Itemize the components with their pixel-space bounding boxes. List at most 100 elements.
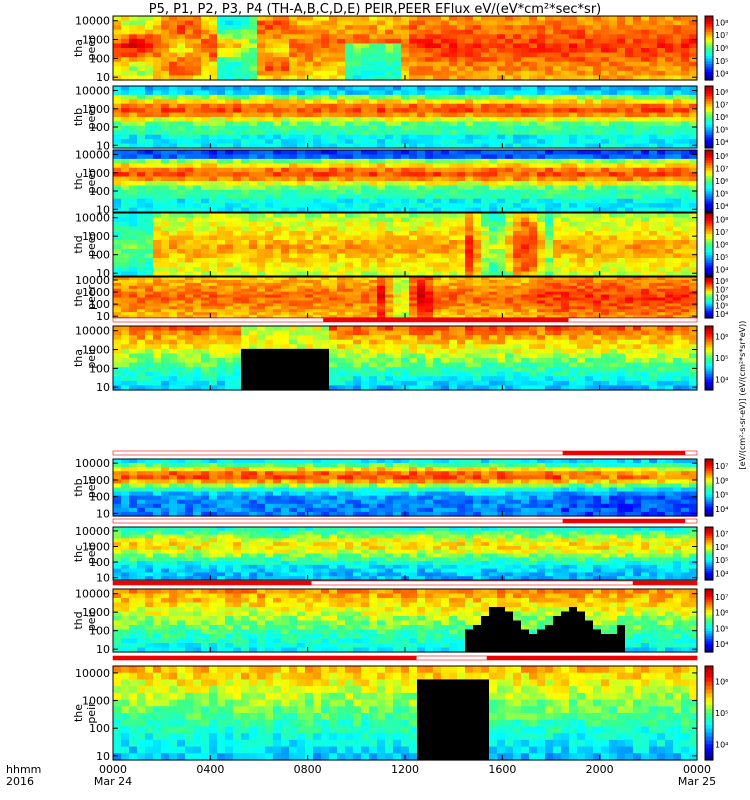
heatmap-cell [409,271,418,277]
heatmap-cell [297,213,306,219]
heatmap-cell [185,277,194,281]
heatmap-cell [649,226,658,232]
heatmap-cell [217,267,226,273]
heatmap-cell [593,253,602,259]
y-tick-label: 10 [96,71,110,84]
heatmap-cell [121,217,130,223]
heatmap-cell [145,240,154,246]
heatmap-cell [353,262,362,268]
heatmap-cell [153,198,162,204]
heatmap-cell [689,213,698,219]
heatmap-cell [449,134,458,140]
heatmap-cell [481,294,490,299]
heatmap-cell [369,309,378,313]
heatmap-cell [513,198,522,204]
heatmap-cell [321,288,330,293]
heatmap-cell [513,103,522,109]
heatmap-cell [297,222,306,228]
heatmap-cell [545,16,554,22]
heatmap-cell [233,163,242,169]
y-tick-label: 100 [89,121,110,134]
heatmap-cell [633,61,642,67]
heatmap-cell [369,86,378,92]
heatmap-cell [297,66,306,72]
heatmap-cell [217,16,226,22]
heatmap-cell [401,240,410,246]
heatmap-cell [193,300,202,304]
heatmap-cell [169,70,178,77]
y-tick-label: 100 [89,52,110,65]
heatmap-cell [161,312,170,316]
heatmap-cell [209,167,218,173]
heatmap-cell [113,203,122,209]
heatmap-cell [305,258,314,264]
heatmap-cell [689,57,698,63]
heatmap-cell [497,222,506,228]
colorbar-swatch [705,111,713,116]
heatmap-cell [609,38,618,45]
heatmap-cell [489,134,498,140]
heatmap-cell [441,99,450,105]
heatmap-cell [481,99,490,105]
heatmap-cell [537,75,546,81]
heatmap-cell [169,130,178,136]
heatmap-cell [297,271,306,277]
heatmap-cell [505,194,514,200]
heatmap-cell [145,108,154,114]
heatmap-cell [657,217,666,223]
heatmap-cell [633,198,642,204]
heatmap-cell [537,244,546,250]
heatmap-cell [481,61,490,67]
heatmap-cell [617,207,626,213]
heatmap-cell [257,48,266,54]
heatmap-cell [593,189,602,195]
heatmap-cell [241,163,250,169]
heatmap-cell [585,150,594,156]
heatmap-cell [345,303,354,307]
heatmap-cell [457,94,466,100]
heatmap-cell [145,244,154,250]
heatmap-cell [657,16,666,22]
heatmap-cell [145,103,154,109]
heatmap-cell [545,249,554,255]
heatmap-cell [473,297,482,302]
colorbar-swatch [705,122,713,126]
heatmap-cell [177,57,186,63]
heatmap-cell [345,189,354,195]
heatmap-cell [385,108,394,114]
heatmap-cell [257,213,266,219]
heatmap-cell [465,25,474,31]
heatmap-cell [361,240,370,246]
heatmap-cell [217,185,226,191]
heatmap-cell [345,288,354,293]
heatmap-cell [673,258,682,264]
heatmap-cell [377,203,386,209]
heatmap-cell [473,267,482,273]
heatmap-cell [617,90,626,96]
heatmap-cell [585,75,594,81]
heatmap-cell [609,189,618,195]
heatmap-cell [689,203,698,209]
heatmap-cell [449,222,458,228]
heatmap-cell [209,75,218,81]
heatmap-cell [257,185,266,191]
colorbar-swatch [705,96,713,100]
heatmap-cell [233,167,242,173]
heatmap-cell [657,48,666,54]
heatmap-cell [113,226,122,232]
heatmap-cell [137,172,146,178]
heatmap-cell [601,43,610,49]
heatmap-cell [209,240,218,246]
heatmap-cell [689,258,698,264]
heatmap-cell [561,112,570,118]
heatmap-cell [209,203,218,209]
heatmap-cell [145,253,154,259]
heatmap-cell [201,108,210,114]
heatmap-cell [521,158,530,164]
heatmap-cell [257,277,266,281]
heatmap-cell [281,240,290,246]
heatmap-cell [425,231,434,237]
heatmap-cell [433,99,442,105]
heatmap-cell [249,189,258,195]
heatmap-cell [337,34,346,40]
